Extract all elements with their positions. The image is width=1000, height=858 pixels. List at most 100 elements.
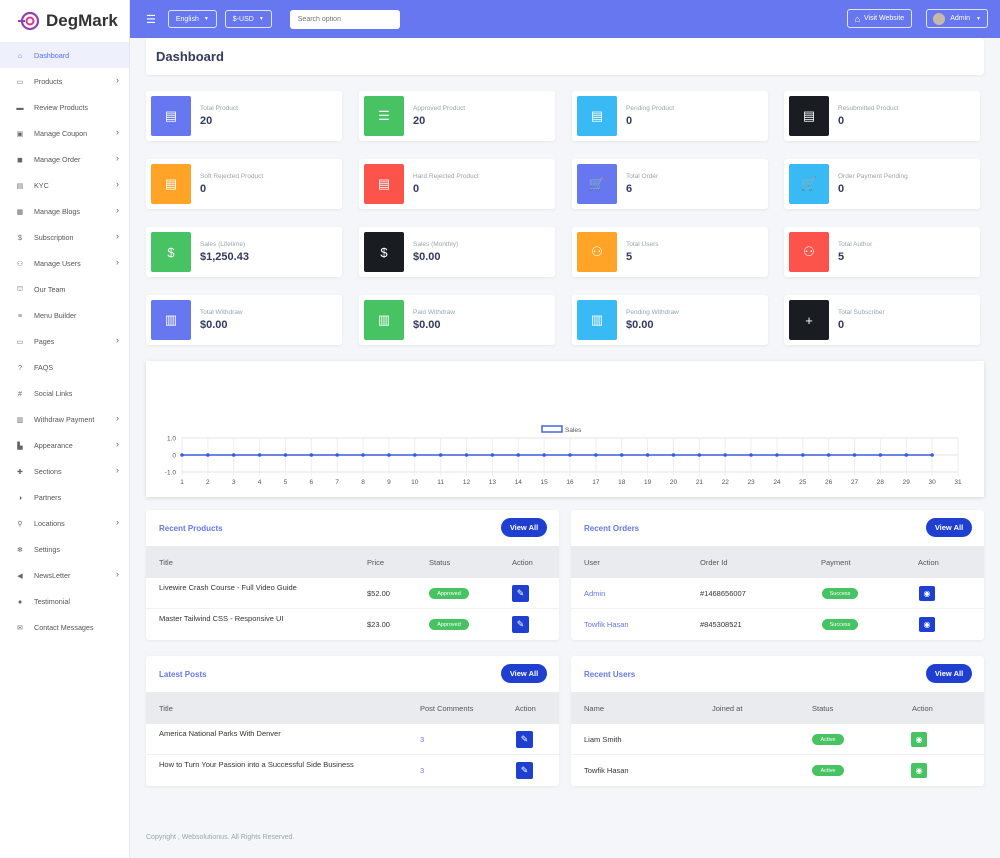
sidebar-item-testimonial[interactable]: ● Testimonial	[0, 588, 129, 614]
sidebar-item-kyc[interactable]: ▤ KYC ›	[0, 172, 129, 198]
chevron-right-icon: ›	[116, 205, 119, 215]
sidebar-item-newsletter[interactable]: ◀ NewsLetter ›	[0, 562, 129, 588]
sidebar-item-manage-order[interactable]: ◼ Manage Order ›	[0, 146, 129, 172]
sidebar-item-withdraw-payment[interactable]: ▥ Withdraw Payment ›	[0, 406, 129, 432]
sidebar-item-sections[interactable]: ✚ Sections ›	[0, 458, 129, 484]
view-order-button[interactable]: ◉	[919, 586, 935, 601]
data-point	[697, 453, 702, 457]
post-comments-link[interactable]: 3	[420, 735, 425, 744]
payment-badge: Success	[822, 619, 858, 630]
stat-card-approved-product[interactable]: ☰ Approved Product 20	[359, 91, 555, 141]
eye-icon: ◉	[923, 620, 931, 629]
caret-down-icon: ▼	[203, 16, 209, 22]
currency-dropdown[interactable]: $-USD ▼	[224, 10, 272, 28]
column-header: Status	[429, 557, 451, 567]
stat-value: 5	[838, 251, 845, 263]
visit-website-button[interactable]: ⌂ Visit Website	[846, 9, 913, 28]
view-all-button[interactable]: View All	[501, 664, 547, 683]
currency-value: $-USD	[232, 15, 254, 23]
stat-card-resubmitted-product[interactable]: ▤ Resubmitted Product 0	[784, 91, 980, 141]
language-dropdown[interactable]: English ▼	[167, 10, 217, 28]
list-icon: ☰	[364, 96, 404, 136]
users-icon: ⚇	[577, 232, 617, 272]
table-row: Livewire Crash Course - Full Video Guide…	[146, 578, 559, 609]
stat-card-soft-rejected-product[interactable]: ▤ Soft Rejected Product 0	[146, 159, 342, 209]
sidebar-item-menu-builder[interactable]: ≡ Menu Builder	[0, 302, 129, 328]
view-all-button[interactable]: View All	[501, 518, 547, 537]
sidebar-item-label: Manage Coupon	[34, 128, 88, 138]
user-name: Liam Smith	[584, 735, 622, 744]
sidebar-item-products[interactable]: ▭ Products ›	[0, 68, 129, 94]
stat-card-total-users[interactable]: ⚇ Total Users 5	[572, 227, 768, 277]
view-all-button[interactable]: View All	[926, 518, 972, 537]
x-tick-label: 24	[773, 479, 781, 486]
sidebar-item-faqs[interactable]: ? FAQS	[0, 354, 129, 380]
sidebar-item-manage-blogs[interactable]: ▦ Manage Blogs ›	[0, 198, 129, 224]
stat-card-hard-rejected-product[interactable]: ▤ Hard Rejected Product 0	[359, 159, 555, 209]
stat-card-total-subscriber[interactable]: + Total Subscriber 0	[784, 295, 980, 345]
post-title: How to Turn Your Passion into a Successf…	[159, 760, 354, 769]
sidebar-item-pages[interactable]: ▭ Pages ›	[0, 328, 129, 354]
sidebar-item-partners[interactable]: ◑ Partners	[0, 484, 129, 510]
sidebar-item-our-team[interactable]: ⛫ Our Team	[0, 276, 129, 302]
stat-card-sales-monthly[interactable]: $ Sales (Monthly) $0.00	[359, 227, 555, 277]
x-tick-label: 17	[592, 479, 600, 486]
sidebar-item-dashboard[interactable]: ⌂ Dashboard	[0, 42, 129, 68]
hamburger-menu-icon[interactable]: ☰	[146, 13, 156, 26]
chevron-right-icon: ›	[116, 517, 119, 527]
users-icon: ⚇	[789, 232, 829, 272]
stat-value: $0.00	[413, 319, 441, 331]
sales-chart-svg: 1.00-1.01 2 3 4 5 6 7 8 9 10 11 12 13 14 15 16 17 18 19 20 2…	[165, 425, 962, 486]
data-point	[801, 453, 805, 457]
order-user-link[interactable]: Towfik Hasan	[584, 620, 629, 629]
sidebar-item-manage-users[interactable]: ⚇ Manage Users ›	[0, 250, 129, 276]
view-user-button[interactable]: ◉	[911, 732, 927, 747]
sidebar-item-label: Pages	[34, 336, 55, 346]
avatar	[933, 12, 946, 25]
chevron-right-icon: ›	[116, 569, 119, 579]
search-input[interactable]	[289, 9, 400, 29]
view-user-button[interactable]: ◉	[911, 763, 927, 778]
edit-button[interactable]: ✎	[516, 731, 533, 748]
sidebar-item-label: Manage Order	[34, 154, 81, 164]
stat-card-paid-withdraw[interactable]: ▥ Paid Withdraw $0.00	[359, 295, 555, 345]
stat-value: 0	[200, 183, 207, 195]
hash-icon: #	[18, 388, 22, 398]
data-point	[619, 453, 624, 457]
footer-copyright: Copyright , Websolutionus. All Rights Re…	[146, 834, 295, 841]
data-point	[852, 453, 857, 457]
money-icon: ▥	[16, 414, 24, 424]
edit-button[interactable]: ✎	[512, 585, 529, 602]
sidebar-item-locations[interactable]: ⚲ Locations ›	[0, 510, 129, 536]
stat-value: $1,250.43	[200, 251, 249, 263]
stat-card-total-author[interactable]: ⚇ Total Author 5	[784, 227, 980, 277]
sidebar-item-social-links[interactable]: # Social Links	[0, 380, 129, 406]
view-order-button[interactable]: ◉	[919, 617, 935, 632]
admin-dropdown[interactable]: Admin ▼	[926, 9, 988, 28]
sidebar-item-subscription[interactable]: $ Subscription ›	[0, 224, 129, 250]
pencil-icon: ✎	[520, 734, 529, 744]
stat-card-total-withdraw[interactable]: ▥ Total Withdraw $0.00	[146, 295, 342, 345]
sidebar-item-manage-coupon[interactable]: ▣ Manage Coupon ›	[0, 120, 129, 146]
sidebar-item-settings[interactable]: ✻ Settings	[0, 536, 129, 562]
stat-card-pending-product[interactable]: ▤ Pending Product 0	[572, 91, 768, 141]
order-user-link[interactable]: Admin	[584, 589, 606, 598]
edit-button[interactable]: ✎	[512, 616, 529, 633]
sidebar-item-review-products[interactable]: ▬ Review Products	[0, 94, 129, 120]
sidebar-item-appearance[interactable]: ▙ Appearance ›	[0, 432, 129, 458]
stat-card-pending-withdraw[interactable]: ▥ Pending Withdraw $0.00	[572, 295, 768, 345]
post-comments-link[interactable]: 3	[420, 766, 425, 775]
view-all-button[interactable]: View All	[926, 664, 972, 683]
data-point	[775, 453, 779, 457]
stat-card-total-order[interactable]: 🛒 Total Order 6	[572, 159, 768, 209]
edit-button[interactable]: ✎	[516, 762, 533, 779]
stat-card-sales-lifetime[interactable]: $ Sales (Lifetime) $1,250.43	[146, 227, 342, 277]
brand-logo[interactable]: DegMark	[0, 0, 129, 42]
stat-card-total-product[interactable]: ▤ Total Product 20	[146, 91, 342, 141]
stat-card-order-payment-pending[interactable]: 🛒 Order Payment Pending 0	[784, 159, 980, 209]
column-header: User	[584, 557, 600, 567]
stat-label: Sales (Monthly)	[413, 241, 459, 248]
status-badge: Approved	[429, 619, 469, 630]
sidebar-item-contact-messages[interactable]: ✉ Contact Messages	[0, 614, 129, 640]
chevron-right-icon: ›	[116, 231, 119, 241]
